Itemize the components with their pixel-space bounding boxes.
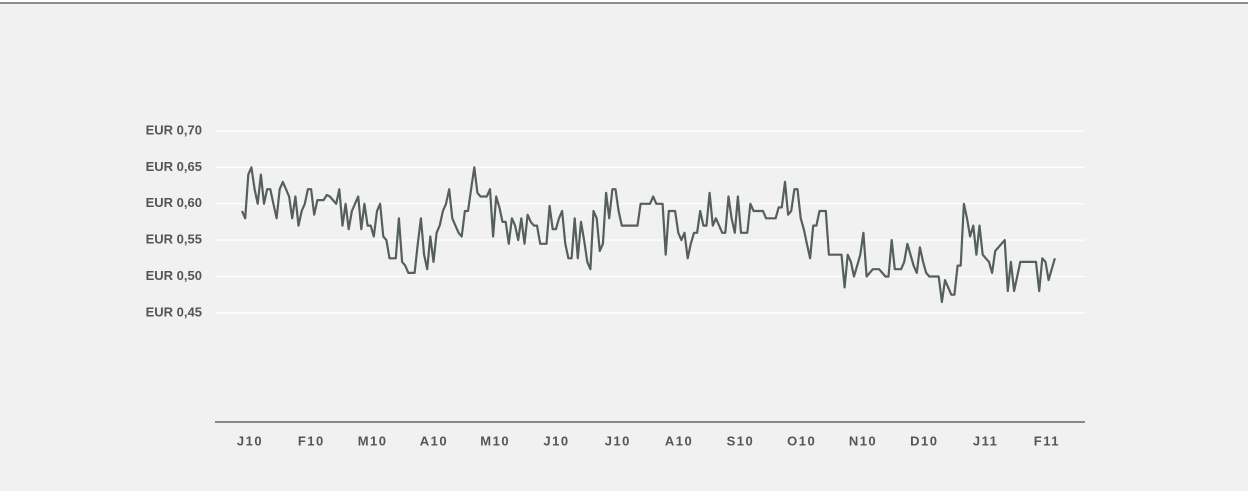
x-tick-label: F10	[298, 433, 325, 448]
x-tick-label: M10	[480, 433, 510, 448]
x-tick-label: D10	[910, 433, 938, 448]
x-tick-label: A10	[420, 433, 448, 448]
x-tick-label: J10	[543, 433, 569, 448]
x-tick-label: J11	[973, 433, 998, 448]
y-tick-label: EUR 0,45	[146, 304, 202, 319]
x-tick-label: O10	[787, 433, 816, 448]
x-tick-label: M10	[358, 433, 388, 448]
chart-background	[0, 4, 1248, 491]
x-tick-label: S10	[727, 433, 755, 448]
y-tick-label: EUR 0,70	[146, 122, 202, 137]
x-tick-label: A10	[665, 433, 693, 448]
y-tick-label: EUR 0,60	[146, 195, 202, 210]
price-line	[240, 166, 1056, 304]
x-tick-label: J10	[605, 433, 631, 448]
x-tick-label: F11	[1034, 433, 1060, 448]
y-tick-label: EUR 0,50	[146, 268, 202, 283]
y-tick-label: EUR 0,65	[146, 159, 202, 174]
x-tick-label: J10	[237, 433, 263, 448]
y-tick-label: EUR 0,55	[146, 232, 202, 247]
x-tick-label: N10	[849, 433, 877, 448]
